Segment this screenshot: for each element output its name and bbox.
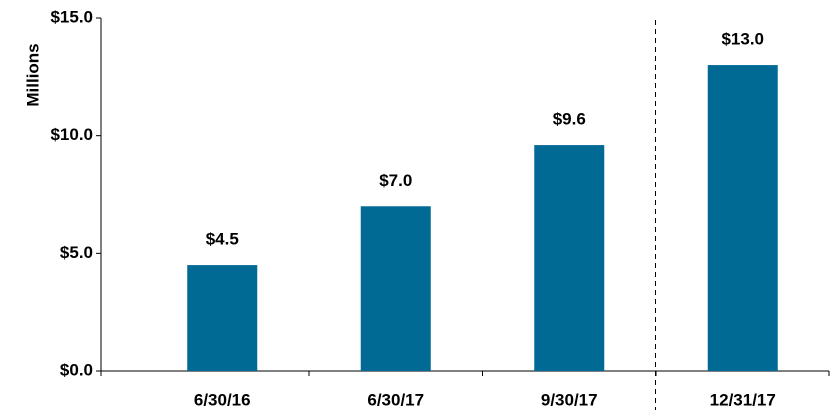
value-label: $13.0 [721, 30, 764, 49]
value-label: $4.5 [206, 230, 239, 249]
value-label: $7.0 [379, 171, 412, 190]
y-tick-label: $10.0 [50, 125, 93, 144]
value-label: $9.6 [553, 110, 586, 129]
x-tick-label: 6/30/16 [194, 390, 251, 409]
x-tick-label: 6/30/17 [367, 390, 424, 409]
bar [707, 65, 778, 372]
bar [360, 206, 431, 371]
bar [187, 265, 258, 371]
x-tick-label: 9/30/17 [541, 390, 598, 409]
y-tick-label: $5.0 [60, 243, 93, 262]
y-tick-label: $15.0 [50, 7, 93, 26]
bar [534, 145, 605, 371]
y-axis-label: Millions [23, 43, 42, 106]
x-tick-label: 12/31/17 [710, 390, 776, 409]
y-tick-label: $0.0 [60, 360, 93, 379]
